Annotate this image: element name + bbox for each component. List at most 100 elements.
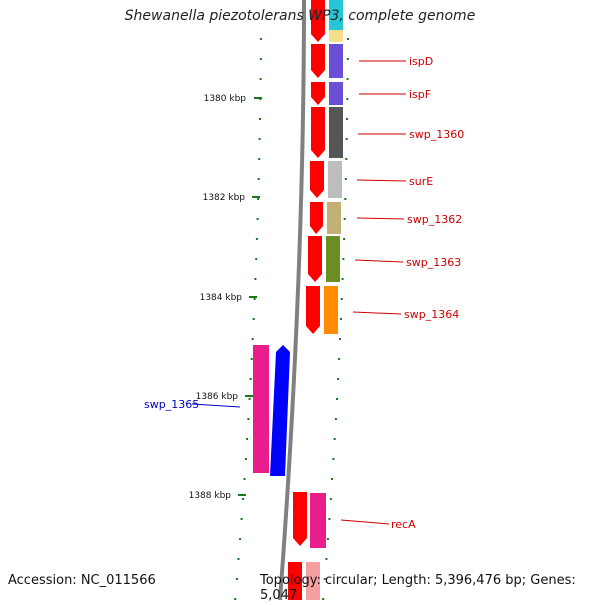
guide-left-dot <box>235 578 238 580</box>
gene-arrow-top[interactable] <box>311 0 325 42</box>
guide-right-dot <box>344 198 347 200</box>
cog-blocks <box>253 0 343 600</box>
gene-label-swp-1360[interactable]: swp_1360 <box>409 128 464 141</box>
gene-label-ispd[interactable]: ispD <box>409 55 433 68</box>
cog-block-sure[interactable] <box>328 161 342 198</box>
guide-left-dot <box>255 238 258 240</box>
guide-left-dot <box>243 478 246 480</box>
cog-block-top[interactable] <box>329 0 343 30</box>
guide-left-dot <box>250 358 253 360</box>
cog-block-ispf[interactable] <box>329 82 343 105</box>
cog-block-swp-1364[interactable] <box>324 286 338 334</box>
gene-label-swp-1364[interactable]: swp_1364 <box>404 308 459 321</box>
guide-left-dot <box>259 58 262 60</box>
cog-block-bottom[interactable] <box>306 562 320 600</box>
gene-arrow-sure[interactable] <box>310 161 324 198</box>
cog-block-swp-1363[interactable] <box>326 236 340 282</box>
gene-arrow-swp-1363[interactable] <box>308 236 322 282</box>
guide-left-dot <box>257 178 260 180</box>
cog-block-yellow[interactable] <box>329 30 343 42</box>
guide-left-dot <box>258 158 261 160</box>
guide-left-dot <box>259 38 262 40</box>
tick-guide-left <box>234 38 262 600</box>
guide-left-dot <box>249 378 252 380</box>
tick-label-1380: 1380 kbp <box>204 94 247 104</box>
guide-left-dot <box>239 538 242 540</box>
guide-right-dot <box>339 338 342 340</box>
guide-right-dot <box>325 558 328 560</box>
guide-right-dot <box>323 578 326 580</box>
guide-right-dot <box>346 38 349 40</box>
accession-text: Accession: NC_011566 <box>8 573 156 588</box>
guide-right-dot <box>329 498 332 500</box>
guide-left-dot <box>257 198 260 200</box>
guide-right-dot <box>340 318 342 320</box>
tick-label-1388: 1388 kbp <box>189 491 232 501</box>
guide-left-dot <box>252 318 255 320</box>
gene-label-reca[interactable]: recA <box>391 518 416 531</box>
guide-right-dot <box>344 178 347 180</box>
guide-left-dot <box>248 398 251 400</box>
guide-left-dot <box>253 298 256 300</box>
guide-right-dot <box>341 278 344 280</box>
tick-label-1384: 1384 kbp <box>200 293 243 303</box>
guide-left-dot <box>259 118 261 120</box>
gene-arrow-ispf[interactable] <box>311 82 325 105</box>
guide-left-dot <box>237 558 240 560</box>
gene-label-ispf[interactable]: ispF <box>409 88 431 101</box>
gene-label-swp-1365[interactable]: swp_1365 <box>144 398 199 411</box>
guide-right-dot <box>322 598 325 600</box>
gene-arrow-bottom[interactable] <box>288 562 302 600</box>
guide-right-dot <box>345 158 348 160</box>
label-leader-lines <box>191 60 407 525</box>
gene-labels: ispD ispF swp_1360 surE swp_1362 swp_136… <box>144 55 464 531</box>
guide-right-dot <box>337 378 340 380</box>
guide-right-dot <box>346 118 348 120</box>
guide-left-dot <box>251 338 254 340</box>
guide-left-dot <box>242 498 245 500</box>
gene-label-swp-1363[interactable]: swp_1363 <box>406 256 461 269</box>
gene-arrow-swp-1365-strand[interactable] <box>270 345 290 476</box>
guide-right-dot <box>333 438 336 440</box>
guide-right-dot <box>336 398 338 400</box>
guide-right-dot <box>340 298 343 300</box>
guide-right-dot <box>326 538 329 540</box>
gene-arrow-reca[interactable] <box>293 492 307 546</box>
genome-summary-text: Topology: circular; Length: 5,396,476 bp… <box>260 573 576 603</box>
guide-right-dot <box>346 78 349 80</box>
guide-right-dot <box>343 238 346 240</box>
guide-right-dot <box>338 358 341 360</box>
coordinate-ticks: 1380 kbp 1382 kbp 1384 kbp 1386 kbp 1388… <box>189 94 262 501</box>
guide-left-dot <box>254 278 257 280</box>
guide-left-dot <box>259 78 262 80</box>
tick-label-1386: 1386 kbp <box>196 392 239 402</box>
gene-arrow-swp-1364[interactable] <box>306 286 320 334</box>
guide-right-dot <box>328 518 331 520</box>
guide-right-dot <box>332 458 335 460</box>
gene-label-swp-1362[interactable]: swp_1362 <box>407 213 462 226</box>
tick-guide-right <box>322 38 349 600</box>
cog-block-swp-1360[interactable] <box>329 107 343 158</box>
cog-block-swp-1362[interactable] <box>327 202 341 234</box>
guide-left-dot <box>244 458 247 460</box>
guide-left-dot <box>246 438 249 440</box>
tick-label-1382: 1382 kbp <box>203 193 246 203</box>
guide-left-dot <box>255 258 258 260</box>
guide-right-dot <box>345 138 348 140</box>
cog-block-swp-1365[interactable] <box>253 345 269 473</box>
genome-backbone <box>278 0 306 601</box>
cog-block-ispd[interactable] <box>329 44 343 78</box>
gene-label-sure[interactable]: surE <box>409 175 433 188</box>
cog-block-reca[interactable] <box>310 493 326 548</box>
guide-right-dot <box>334 418 337 420</box>
gene-arrow-swp-1360[interactable] <box>311 107 325 158</box>
guide-left-dot <box>240 518 243 520</box>
guide-right-dot <box>346 58 349 60</box>
forward-strand-genes <box>288 0 325 600</box>
guide-left-dot <box>258 138 261 140</box>
genome-title: Shewanella piezotolerans WP3, complete g… <box>124 8 476 24</box>
gene-arrow-swp-1362[interactable] <box>310 202 323 234</box>
gene-arrow-ispd[interactable] <box>311 44 325 78</box>
